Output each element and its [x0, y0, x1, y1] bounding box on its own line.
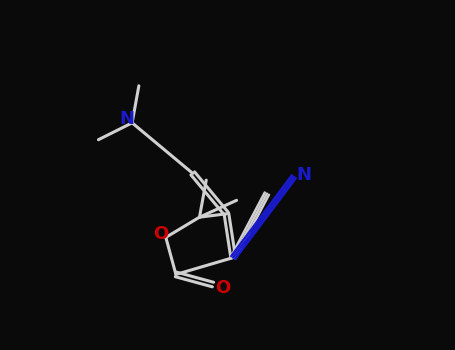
Text: O: O — [153, 225, 168, 243]
Text: N: N — [296, 166, 311, 184]
Text: N: N — [120, 111, 135, 128]
Text: O: O — [216, 279, 231, 297]
